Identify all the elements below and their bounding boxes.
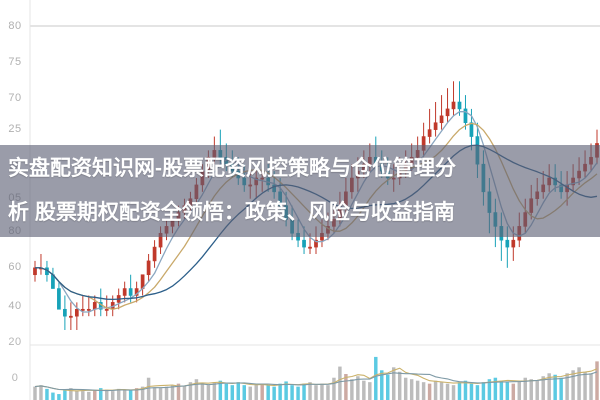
y-tick-volume-3: 0 bbox=[11, 372, 19, 384]
overlay-headline-line-1: 实盘配资知识网-股票配资风控策略与仓位管理分 bbox=[8, 157, 456, 180]
y-tick-price-0: 80 bbox=[8, 20, 22, 32]
volume-panel bbox=[33, 356, 599, 400]
y-tick-price-7: 60 bbox=[8, 261, 22, 273]
volume-ma-lines bbox=[34, 367, 598, 392]
overlay-headline-line-2: 析 股票期权配资全领悟：政策、风险与收益指南 bbox=[8, 201, 455, 224]
y-tick-price-1: 75 bbox=[8, 56, 22, 68]
overlay-text-banner: 实盘配资知识网-股票配资风控策略与仓位管理分 析 股票期权配资全领悟：政策、风险… bbox=[0, 145, 600, 237]
y-tick-price-8: 40 bbox=[8, 300, 22, 312]
y-tick-volume-2: 20 bbox=[8, 336, 22, 348]
y-tick-price-2: 70 bbox=[8, 92, 22, 104]
y-tick-price-3: 25 bbox=[8, 123, 22, 135]
